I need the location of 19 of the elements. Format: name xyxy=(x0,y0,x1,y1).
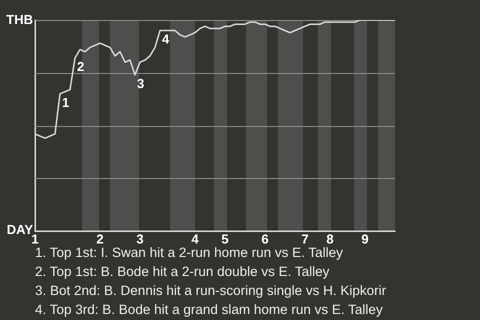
text: DAY xyxy=(6,222,34,238)
annotation: 1 xyxy=(62,94,70,110)
text: 3. Bot 2nd: B. Dennis hit a run-scoring single vs H. Kipkorir xyxy=(35,282,386,300)
x-tick-label: 7 xyxy=(301,231,309,246)
x-tick-label: 5 xyxy=(221,231,229,246)
annotation: 4 xyxy=(162,32,170,47)
annotation: 3 xyxy=(137,76,144,91)
annotation: 2 xyxy=(77,59,84,74)
x-tick-label: 3 xyxy=(136,231,144,246)
x-tick-label: 1 xyxy=(31,231,39,246)
x-tick-label: 6 xyxy=(261,231,269,246)
x-tick-label: 2 xyxy=(96,231,104,246)
x-tick-label: 9 xyxy=(361,231,369,246)
text: THB xyxy=(6,12,33,28)
x-tick-label: 4 xyxy=(191,231,200,246)
x-tick-label: 8 xyxy=(326,231,334,246)
text: 1. Top 1st: I. Swan hit a 2-run home run vs E. Talley xyxy=(35,245,343,260)
text: 4. Top 3rd: B. Bode hit a grand slam home run vs E. Talley xyxy=(35,301,384,319)
text: 2. Top 1st: B. Bode hit a 2-run double vs E. Talley xyxy=(35,263,330,281)
